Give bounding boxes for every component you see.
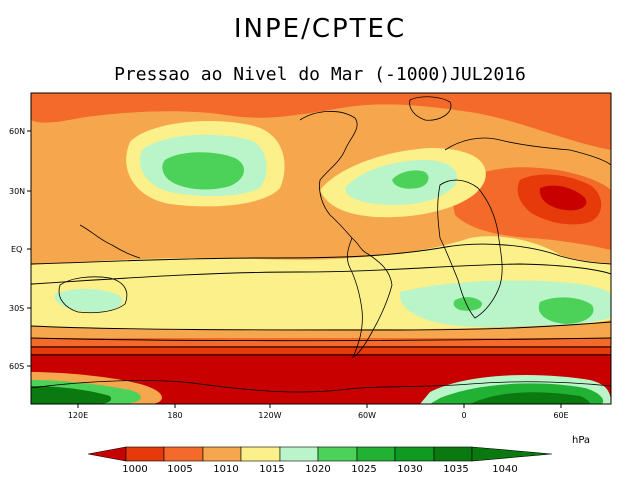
greenland-coast-outline: [409, 96, 452, 121]
colorbar-segment-1020-1025: [279, 446, 319, 462]
colorbar-arrow-above: [471, 446, 553, 462]
colorbar-label-1005: 1005: [167, 464, 192, 475]
band-1005-1010-north: [31, 93, 611, 150]
lon-label-120w: 120W: [258, 411, 281, 420]
colorbar-label-1000: 1000: [122, 464, 147, 475]
colorbar-segment-1035-1040: [394, 446, 435, 462]
antarctica-coast-outline: [31, 380, 611, 393]
colorbar-segment-1025-1030: [317, 446, 358, 462]
colorbar: 1000 1005 1010 1015 1020 1025 1030 1035 …: [87, 435, 590, 475]
lon-label-0: 0: [461, 411, 466, 420]
colorbar-label-1040: 1040: [492, 464, 517, 475]
colorbar-segment-1000-1005: [125, 446, 165, 462]
lat-label-eq: EQ: [11, 245, 22, 254]
band-1010-1015-south: [31, 322, 611, 342]
band-1025-1030-north-atlantic: [392, 170, 429, 189]
australia-coast-outline: [58, 276, 128, 314]
contour-line-subtropics: [31, 263, 611, 285]
coastlines: [31, 96, 611, 393]
antarctic-high-east-core: [470, 392, 590, 404]
lat-label-60s: 60S: [9, 362, 24, 371]
contour-line-tropics: [31, 243, 611, 265]
lon-label-60e: 60E: [553, 411, 568, 420]
lat-label-30s: 30S: [9, 304, 24, 313]
lon-label-120e: 120E: [68, 411, 88, 420]
colorbar-label-1030: 1030: [397, 464, 422, 475]
band-1025-1030-north-pacific: [162, 152, 245, 190]
colorbar-label-1025: 1025: [351, 464, 376, 475]
band-1025-1030-south-atlantic: [453, 297, 483, 311]
colorbar-label-1015: 1015: [259, 464, 284, 475]
colorbar-segment-1015-1020: [240, 446, 281, 462]
colorbar-segment-1005-1010: [163, 446, 204, 462]
colorbar-segment-above-1040: [433, 446, 473, 462]
contour-line-southern-2: [31, 337, 611, 342]
africa-coast-outline: [437, 179, 503, 319]
band-1020-1025-australia: [54, 288, 123, 312]
eurasia-coast-outline: [444, 137, 611, 166]
contour-line-southern-1: [31, 321, 611, 331]
antarctic-high-west-core: [31, 386, 111, 404]
lat-label-60n: 60N: [9, 127, 25, 136]
band-below-1000-asia: [539, 185, 587, 211]
chart-subtitle: Pressao ao Nivel do Mar (-1000)JUL2016: [114, 64, 526, 85]
contour-lines: [31, 243, 611, 356]
colorbar-unit: hPa: [572, 435, 590, 446]
lon-label-180: 180: [167, 411, 182, 420]
longitude-axis: 120E 180 120W 60W 0 60E: [68, 404, 569, 420]
maritime-continent-coast-outline: [79, 224, 141, 259]
latitude-axis: 60N 30N EQ 30S 60S: [9, 127, 31, 371]
colorbar-label-1020: 1020: [305, 464, 330, 475]
colorbar-label-1010: 1010: [213, 464, 238, 475]
chart-title: INPE/CPTEC: [233, 14, 407, 44]
colorbar-label-1035: 1035: [443, 464, 468, 475]
band-1000-1005-south: [31, 346, 611, 356]
colorbar-segment-1010-1015: [202, 446, 242, 462]
lon-label-60w: 60W: [358, 411, 376, 420]
colorbar-segment-below-1000: [87, 446, 127, 462]
lat-label-30n: 30N: [9, 187, 25, 196]
band-1025-1030-indian: [538, 297, 594, 324]
americas-coast-outline: [299, 111, 393, 359]
band-1015-1020-tropics: [31, 236, 611, 284]
south-america-coast-outline: [346, 237, 363, 356]
colorbar-segment-1030-1035: [356, 446, 396, 462]
